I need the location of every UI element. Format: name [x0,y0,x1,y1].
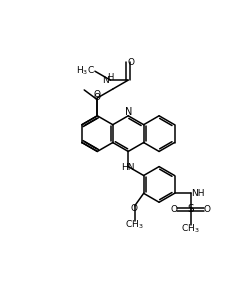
Text: O: O [94,93,101,102]
Text: O: O [203,205,210,214]
Text: NH: NH [191,189,205,198]
Text: N: N [125,107,132,117]
Text: O: O [131,204,138,213]
Text: O: O [94,91,101,100]
Text: N: N [102,76,109,85]
Text: CH$_3$: CH$_3$ [181,222,200,235]
Text: H: H [107,73,113,82]
Text: S: S [187,204,194,214]
Text: O: O [171,205,178,214]
Text: H$_3$C: H$_3$C [75,65,94,77]
Text: O: O [128,58,135,67]
Text: CH$_3$: CH$_3$ [125,218,144,231]
Text: HN: HN [121,163,134,172]
